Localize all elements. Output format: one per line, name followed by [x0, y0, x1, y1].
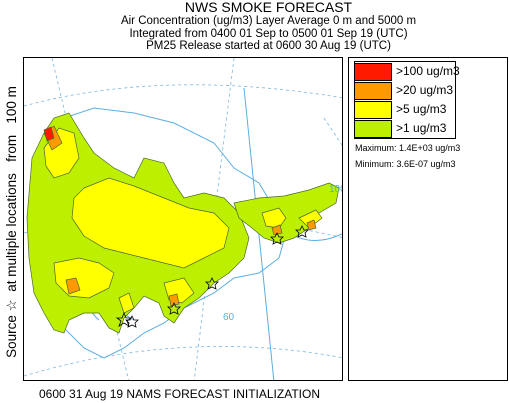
release-start: PM25 Release started at 0600 30 Aug 19 (… — [146, 40, 391, 52]
forecast-title: NWS SMOKE FORECAST — [184, 0, 353, 15]
source-star-icon — [205, 277, 219, 290]
source-location-label: Source ☆ at multiple locations from 100 … — [4, 86, 19, 358]
source-star-icon — [270, 232, 284, 245]
smoke-map[interactable]: 60 100 — [23, 57, 343, 381]
legend-panel: >100 ug/m3 >20 ug/m3 >5 ug/m3 >1 ug/m3 M… — [348, 57, 508, 381]
source-star-icon — [125, 315, 139, 328]
source-markers — [115, 225, 309, 328]
smoke-contours — [26, 112, 340, 334]
integration-period: Integrated from 0400 01 Sep to 0500 01 S… — [129, 28, 408, 40]
meridian-line — [243, 87, 275, 380]
graticule-label-100: 100 — [329, 184, 343, 195]
legend-item-20: >20 ug/m3 — [354, 82, 453, 100]
legend-label: >100 ug/m3 — [396, 64, 460, 78]
source-star-icon — [295, 225, 309, 238]
legend-item-100: >100 ug/m3 — [354, 63, 460, 81]
source-star-icon — [115, 311, 133, 327]
maximum-value: Maximum: 1.4E+03 ug/m3 — [355, 143, 461, 153]
legend-label: >5 ug/m3 — [396, 102, 447, 116]
minimum-value: Minimum: 3.6E-07 ug/m3 — [355, 159, 456, 169]
legend-label: >1 ug/m3 — [396, 121, 447, 135]
forecast-initialization: 0600 31 Aug 19 NAMS FORECAST INITIALIZAT… — [39, 387, 320, 401]
graticule-label-60: 60 — [223, 312, 235, 323]
source-star-icon — [167, 302, 181, 315]
legend-box — [354, 61, 456, 139]
legend-label: >20 ug/m3 — [396, 83, 454, 97]
concentration-subtitle: Air Concentration (ug/m3) Layer Average … — [120, 15, 417, 27]
